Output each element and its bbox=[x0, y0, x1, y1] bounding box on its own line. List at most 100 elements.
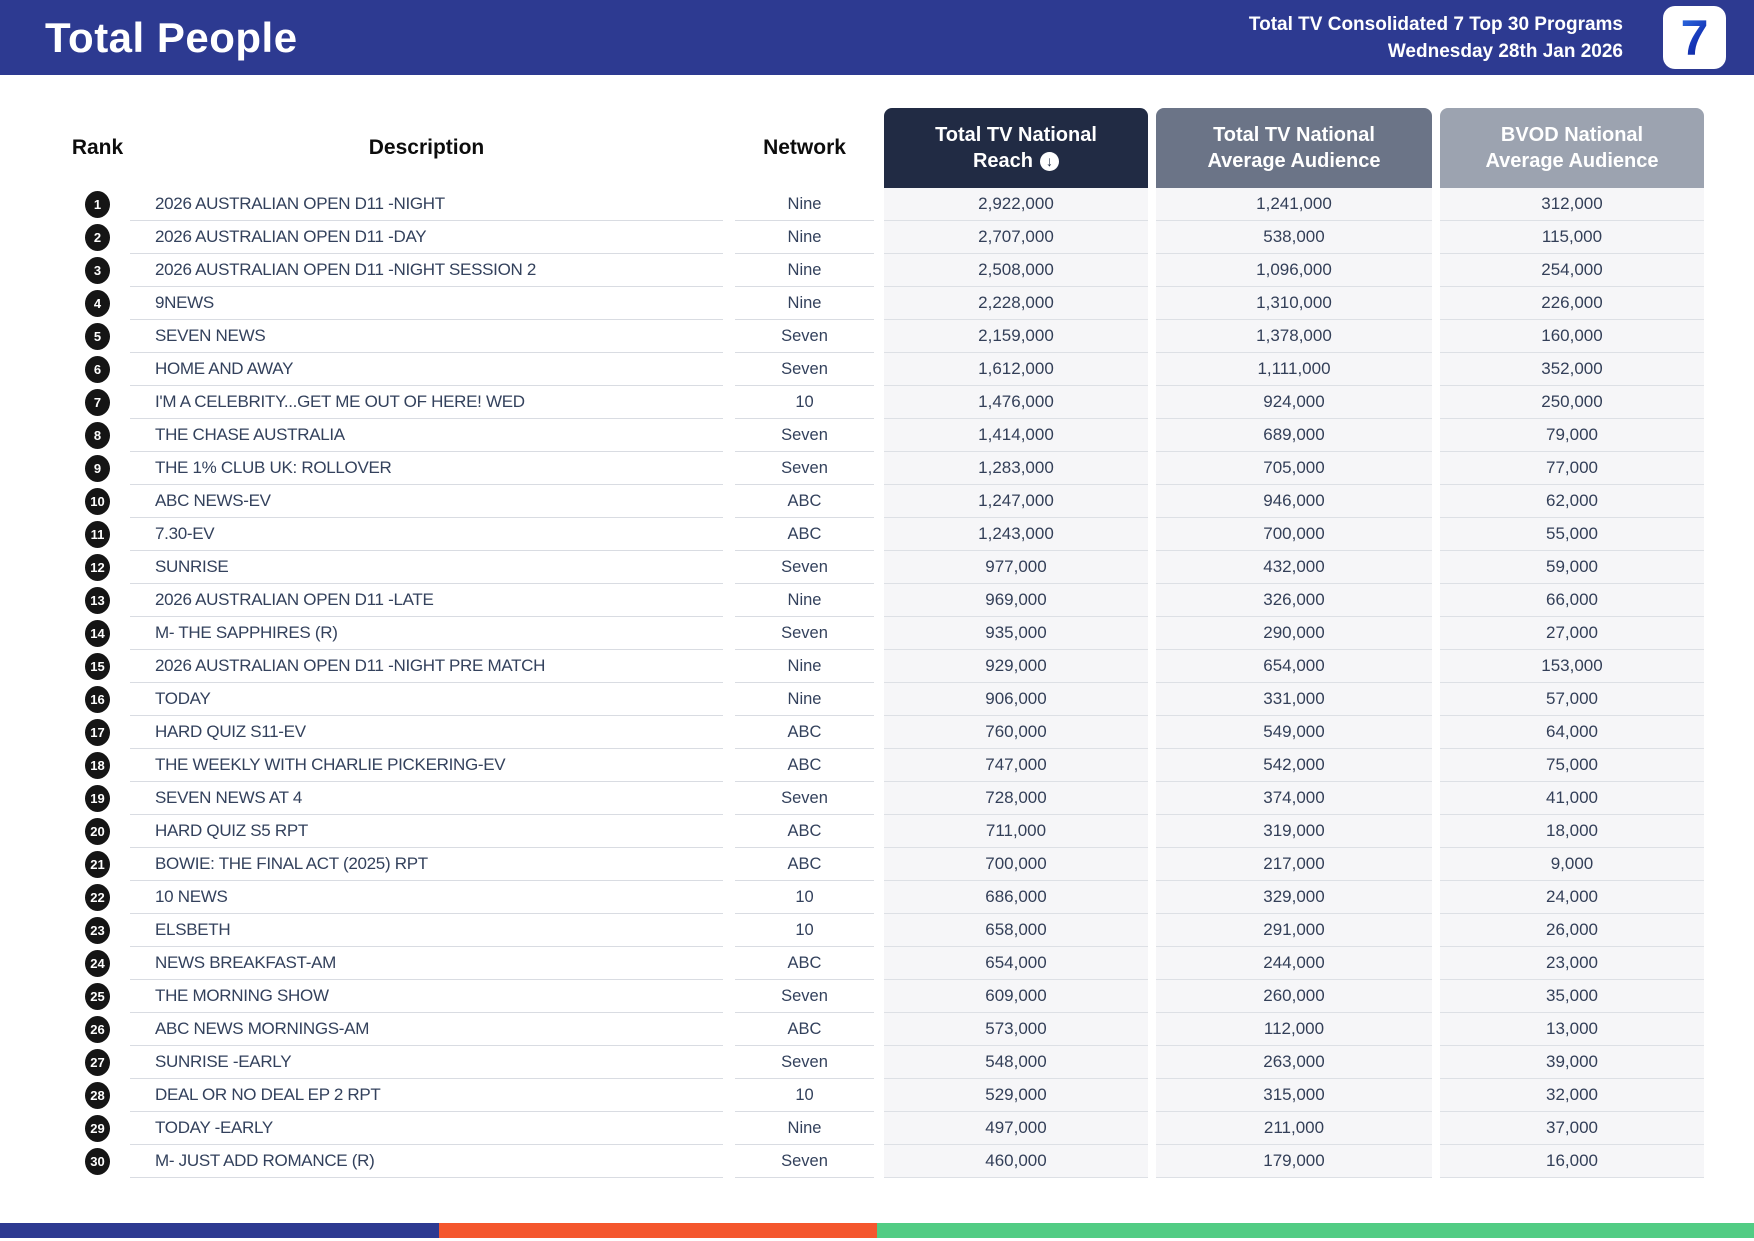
rank-cell: 26 bbox=[65, 1013, 130, 1046]
bvod-average-audience-value: 16,000 bbox=[1546, 1151, 1598, 1170]
sort-descending-icon[interactable]: ↓ bbox=[1040, 151, 1060, 171]
bvod-header-line1: BVOD National bbox=[1500, 124, 1644, 146]
bvod-average-audience-value: 66,000 bbox=[1546, 590, 1598, 609]
total-tv-average-audience-value: 326,000 bbox=[1263, 590, 1325, 609]
program-description: ELSBETH bbox=[155, 920, 231, 939]
table-row: 2 2026 AUSTRALIAN OPEN D11 -DAY Nine 2,7… bbox=[65, 221, 1754, 254]
total-tv-reach-value: 654,000 bbox=[985, 953, 1047, 972]
column-header-total-tv-average-audience[interactable]: Total TV National Average Audience bbox=[1156, 108, 1432, 188]
total-tv-average-audience-cell: 331,000 bbox=[1156, 683, 1432, 716]
bvod-average-audience-cell: 39,000 bbox=[1440, 1046, 1704, 1079]
rank-number: 13 bbox=[90, 593, 105, 608]
rank-cell: 16 bbox=[65, 683, 130, 716]
network-name: ABC bbox=[787, 524, 822, 543]
total-tv-reach-cell: 1,247,000 bbox=[884, 485, 1148, 518]
network-cell: Nine bbox=[735, 188, 874, 221]
table-row: 13 2026 AUSTRALIAN OPEN D11 -LATE Nine 9… bbox=[65, 584, 1754, 617]
table-row: 6 HOME AND AWAY Seven 1,612,000 1,111,00… bbox=[65, 353, 1754, 386]
network-name: 10 bbox=[795, 392, 814, 411]
column-header-rank: Rank bbox=[71, 136, 124, 159]
network-name: Nine bbox=[787, 227, 822, 246]
program-description: I'M A CELEBRITY...GET ME OUT OF HERE! WE… bbox=[155, 392, 525, 411]
program-description: THE WEEKLY WITH CHARLIE PICKERING-EV bbox=[155, 755, 506, 774]
bvod-average-audience-cell: 75,000 bbox=[1440, 749, 1704, 782]
bvod-header-line2: Average Audience bbox=[1485, 150, 1659, 172]
network-cell: Seven bbox=[735, 782, 874, 815]
total-tv-average-audience-cell: 542,000 bbox=[1156, 749, 1432, 782]
total-tv-average-audience-value: 542,000 bbox=[1263, 755, 1325, 774]
rank-cell: 18 bbox=[65, 749, 130, 782]
network-name: Nine bbox=[787, 1118, 822, 1137]
rank-badge: 9 bbox=[85, 455, 110, 482]
total-tv-average-audience-cell: 654,000 bbox=[1156, 650, 1432, 683]
total-tv-reach-cell: 977,000 bbox=[884, 551, 1148, 584]
bvod-average-audience-cell: 115,000 bbox=[1440, 221, 1704, 254]
avg-header-line1: Total TV National bbox=[1213, 124, 1375, 146]
total-tv-reach-cell: 686,000 bbox=[884, 881, 1148, 914]
total-tv-average-audience-cell: 244,000 bbox=[1156, 947, 1432, 980]
rank-number: 27 bbox=[90, 1055, 105, 1070]
rank-number: 23 bbox=[90, 923, 105, 938]
total-tv-average-audience-value: 374,000 bbox=[1263, 788, 1325, 807]
rank-badge: 14 bbox=[85, 620, 110, 647]
total-tv-reach-cell: 529,000 bbox=[884, 1079, 1148, 1112]
program-description-cell: THE WEEKLY WITH CHARLIE PICKERING-EV bbox=[130, 749, 723, 782]
program-description: 2026 AUSTRALIAN OPEN D11 -LATE bbox=[155, 590, 434, 609]
total-tv-average-audience-cell: 263,000 bbox=[1156, 1046, 1432, 1079]
total-tv-reach-value: 935,000 bbox=[985, 623, 1047, 642]
bvod-average-audience-value: 39,000 bbox=[1546, 1052, 1598, 1071]
program-description-cell: 7.30-EV bbox=[130, 518, 723, 551]
bvod-average-audience-value: 77,000 bbox=[1546, 458, 1598, 477]
network-cell: 10 bbox=[735, 914, 874, 947]
bvod-average-audience-value: 250,000 bbox=[1541, 392, 1603, 411]
total-tv-average-audience-value: 705,000 bbox=[1263, 458, 1325, 477]
rank-cell: 7 bbox=[65, 386, 130, 419]
total-tv-average-audience-cell: 217,000 bbox=[1156, 848, 1432, 881]
rank-number: 9 bbox=[93, 461, 102, 476]
bvod-average-audience-value: 37,000 bbox=[1546, 1118, 1598, 1137]
total-tv-reach-cell: 2,508,000 bbox=[884, 254, 1148, 287]
total-tv-average-audience-cell: 112,000 bbox=[1156, 1013, 1432, 1046]
total-tv-average-audience-value: 1,111,000 bbox=[1257, 359, 1331, 378]
network-name: 10 bbox=[795, 887, 814, 906]
network-cell: 10 bbox=[735, 386, 874, 419]
bvod-average-audience-value: 55,000 bbox=[1546, 524, 1598, 543]
rank-number: 28 bbox=[90, 1088, 105, 1103]
reach-header-line2: Reach ↓ bbox=[973, 148, 1060, 174]
rank-cell: 15 bbox=[65, 650, 130, 683]
network-cell: ABC bbox=[735, 848, 874, 881]
total-tv-average-audience-cell: 924,000 bbox=[1156, 386, 1432, 419]
rank-cell: 19 bbox=[65, 782, 130, 815]
bvod-average-audience-value: 18,000 bbox=[1546, 821, 1598, 840]
bvod-average-audience-value: 115,000 bbox=[1541, 227, 1603, 246]
bvod-average-audience-value: 254,000 bbox=[1541, 260, 1603, 279]
program-description-cell: 10 NEWS bbox=[130, 881, 723, 914]
rank-badge: 20 bbox=[85, 818, 110, 845]
rank-number: 18 bbox=[90, 758, 105, 773]
rank-badge: 6 bbox=[85, 356, 110, 383]
total-tv-average-audience-value: 549,000 bbox=[1263, 722, 1325, 741]
column-header-total-tv-reach[interactable]: Total TV National Reach ↓ bbox=[884, 108, 1148, 188]
table-row: 28 DEAL OR NO DEAL EP 2 RPT 10 529,000 3… bbox=[65, 1079, 1754, 1112]
rank-number: 26 bbox=[90, 1022, 105, 1037]
program-description: THE MORNING SHOW bbox=[155, 986, 329, 1005]
rank-badge: 1 bbox=[85, 191, 110, 218]
program-description: BOWIE: THE FINAL ACT (2025) RPT bbox=[155, 854, 428, 873]
program-description: 2026 AUSTRALIAN OPEN D11 -DAY bbox=[155, 227, 427, 246]
rank-number: 3 bbox=[93, 263, 102, 278]
bvod-average-audience-value: 9,000 bbox=[1550, 854, 1594, 873]
rank-number: 14 bbox=[90, 626, 105, 641]
network-cell: ABC bbox=[735, 716, 874, 749]
rank-number: 1 bbox=[93, 197, 102, 212]
total-tv-reach-value: 2,228,000 bbox=[978, 293, 1054, 312]
total-tv-reach-cell: 654,000 bbox=[884, 947, 1148, 980]
network-cell: Seven bbox=[735, 353, 874, 386]
column-header-bvod-average-audience[interactable]: BVOD National Average Audience bbox=[1440, 108, 1704, 188]
bvod-average-audience-cell: 41,000 bbox=[1440, 782, 1704, 815]
network-cell: Seven bbox=[735, 419, 874, 452]
rank-badge: 22 bbox=[85, 884, 110, 911]
rank-badge: 4 bbox=[85, 290, 110, 317]
rank-badge: 12 bbox=[85, 554, 110, 581]
rank-number: 25 bbox=[90, 989, 105, 1004]
rank-cell: 10 bbox=[65, 485, 130, 518]
